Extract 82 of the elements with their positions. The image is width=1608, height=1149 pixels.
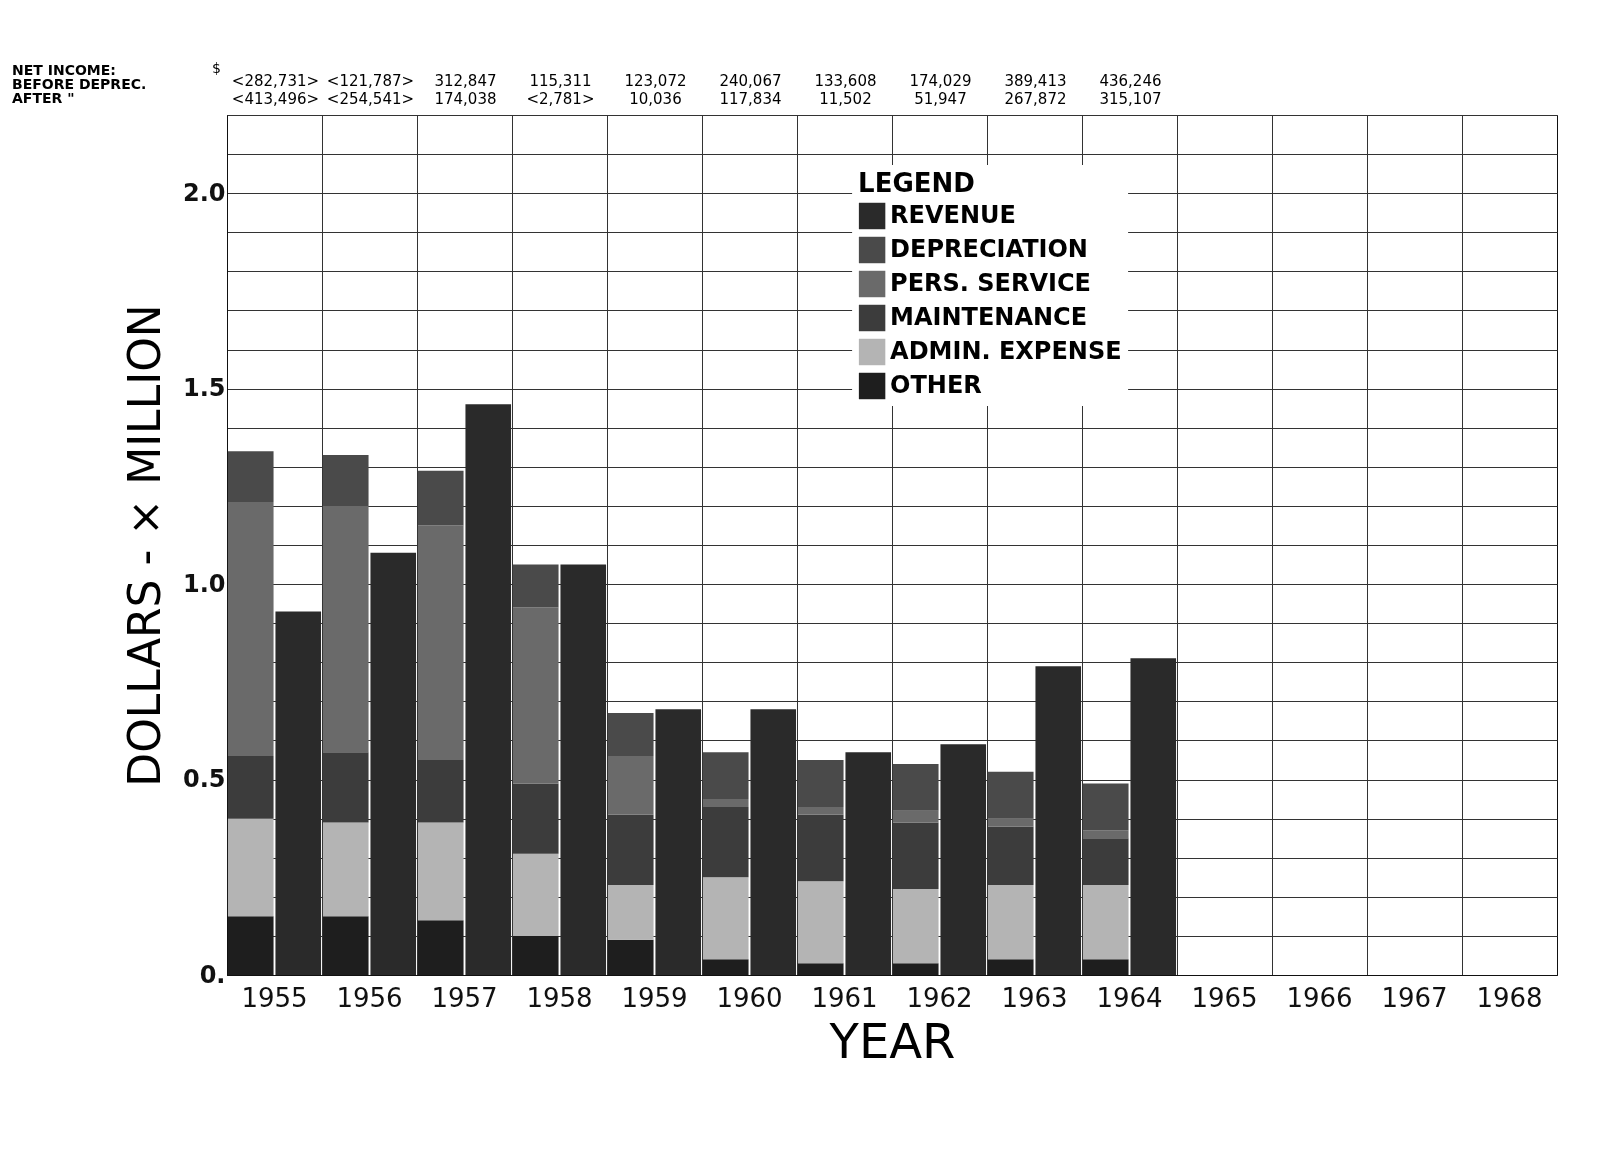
x-tick-label: 1962 — [906, 982, 973, 1013]
text: <413,496> — [231, 90, 320, 108]
x-tick-label: 1965 — [1191, 982, 1258, 1013]
y-tick-label: 0. — [199, 960, 226, 989]
text: <282,731> — [231, 72, 320, 90]
bar — [227, 502, 274, 757]
bar — [987, 818, 1034, 827]
text: 51,947 — [914, 90, 967, 108]
text: BEFORE DEPREC. — [12, 76, 147, 92]
bar — [417, 470, 464, 526]
x-tick-label: 1960 — [716, 982, 783, 1013]
bar — [1082, 783, 1129, 831]
bar — [702, 799, 749, 807]
bar — [1082, 885, 1129, 960]
bar — [797, 806, 844, 815]
text: 267,872 — [1004, 90, 1067, 108]
bar — [227, 451, 274, 502]
text: NET INCOME: — [12, 62, 116, 78]
text: 115,311 — [529, 72, 592, 90]
bar — [702, 752, 749, 800]
bar — [322, 505, 369, 753]
bar — [417, 525, 464, 760]
y-tick-label: 1.5 — [182, 374, 226, 403]
text: 133,608 — [814, 72, 877, 90]
text: <254,541> — [326, 90, 415, 108]
bar — [322, 455, 369, 506]
text: 123,072 — [624, 72, 687, 90]
bar — [797, 760, 844, 807]
bar — [417, 822, 464, 921]
text: $ — [212, 60, 221, 76]
bar — [797, 881, 844, 964]
text: 389,413 — [1004, 72, 1067, 90]
bar — [607, 713, 654, 757]
bar — [1082, 830, 1129, 839]
x-tick-label: 1958 — [526, 982, 593, 1013]
y-tick-label: 0.5 — [182, 765, 226, 794]
bar — [322, 822, 369, 917]
legend-label: DEPRECIATION — [890, 235, 1088, 263]
legend-label: REVENUE — [890, 201, 1016, 229]
legend-label: PERS. SERVICE — [890, 269, 1092, 297]
text: AFTER " — [12, 90, 75, 106]
y-tick-label: 2.0 — [182, 178, 226, 207]
x-tick-label: 1955 — [241, 982, 308, 1013]
legend-label: ADMIN. EXPENSE — [890, 337, 1122, 365]
text: 174,038 — [434, 90, 497, 108]
bar — [987, 771, 1034, 819]
text: 315,107 — [1099, 90, 1162, 108]
bar — [892, 810, 939, 823]
text: 436,246 — [1099, 72, 1162, 90]
x-tick-label: 1956 — [336, 982, 403, 1013]
text: 240,067 — [719, 72, 782, 90]
text: 117,834 — [719, 90, 782, 108]
x-tick-label: 1968 — [1476, 982, 1543, 1013]
bar — [607, 756, 654, 815]
y-axis-title: DOLLARS - × MILLION — [118, 304, 170, 787]
legend-label: OTHER — [890, 371, 982, 399]
text: 11,502 — [819, 90, 872, 108]
x-tick-label: 1967 — [1381, 982, 1448, 1013]
x-axis-title: YEAR — [828, 1012, 956, 1069]
bar — [227, 818, 274, 917]
bar — [892, 889, 939, 964]
bar — [512, 853, 559, 936]
legend-label: MAINTENANCE — [890, 303, 1088, 331]
x-tick-label: 1964 — [1096, 982, 1163, 1013]
x-tick-label: 1957 — [431, 982, 498, 1013]
bar — [607, 885, 654, 940]
legend-title: LEGEND — [858, 168, 975, 198]
bar — [987, 885, 1034, 960]
x-tick-label: 1959 — [621, 982, 688, 1013]
bar — [892, 763, 939, 811]
text: <121,787> — [326, 72, 415, 90]
bar — [512, 607, 559, 784]
text: 10,036 — [629, 90, 682, 108]
text: 312,847 — [434, 72, 497, 90]
text: <2,781> — [526, 90, 595, 108]
x-tick-label: 1963 — [1001, 982, 1068, 1013]
bar — [512, 564, 559, 608]
y-tick-label: 1.0 — [182, 569, 226, 598]
bar — [702, 877, 749, 960]
x-tick-label: 1966 — [1286, 982, 1353, 1013]
text: 174,029 — [909, 72, 972, 90]
x-tick-label: 1961 — [811, 982, 878, 1013]
